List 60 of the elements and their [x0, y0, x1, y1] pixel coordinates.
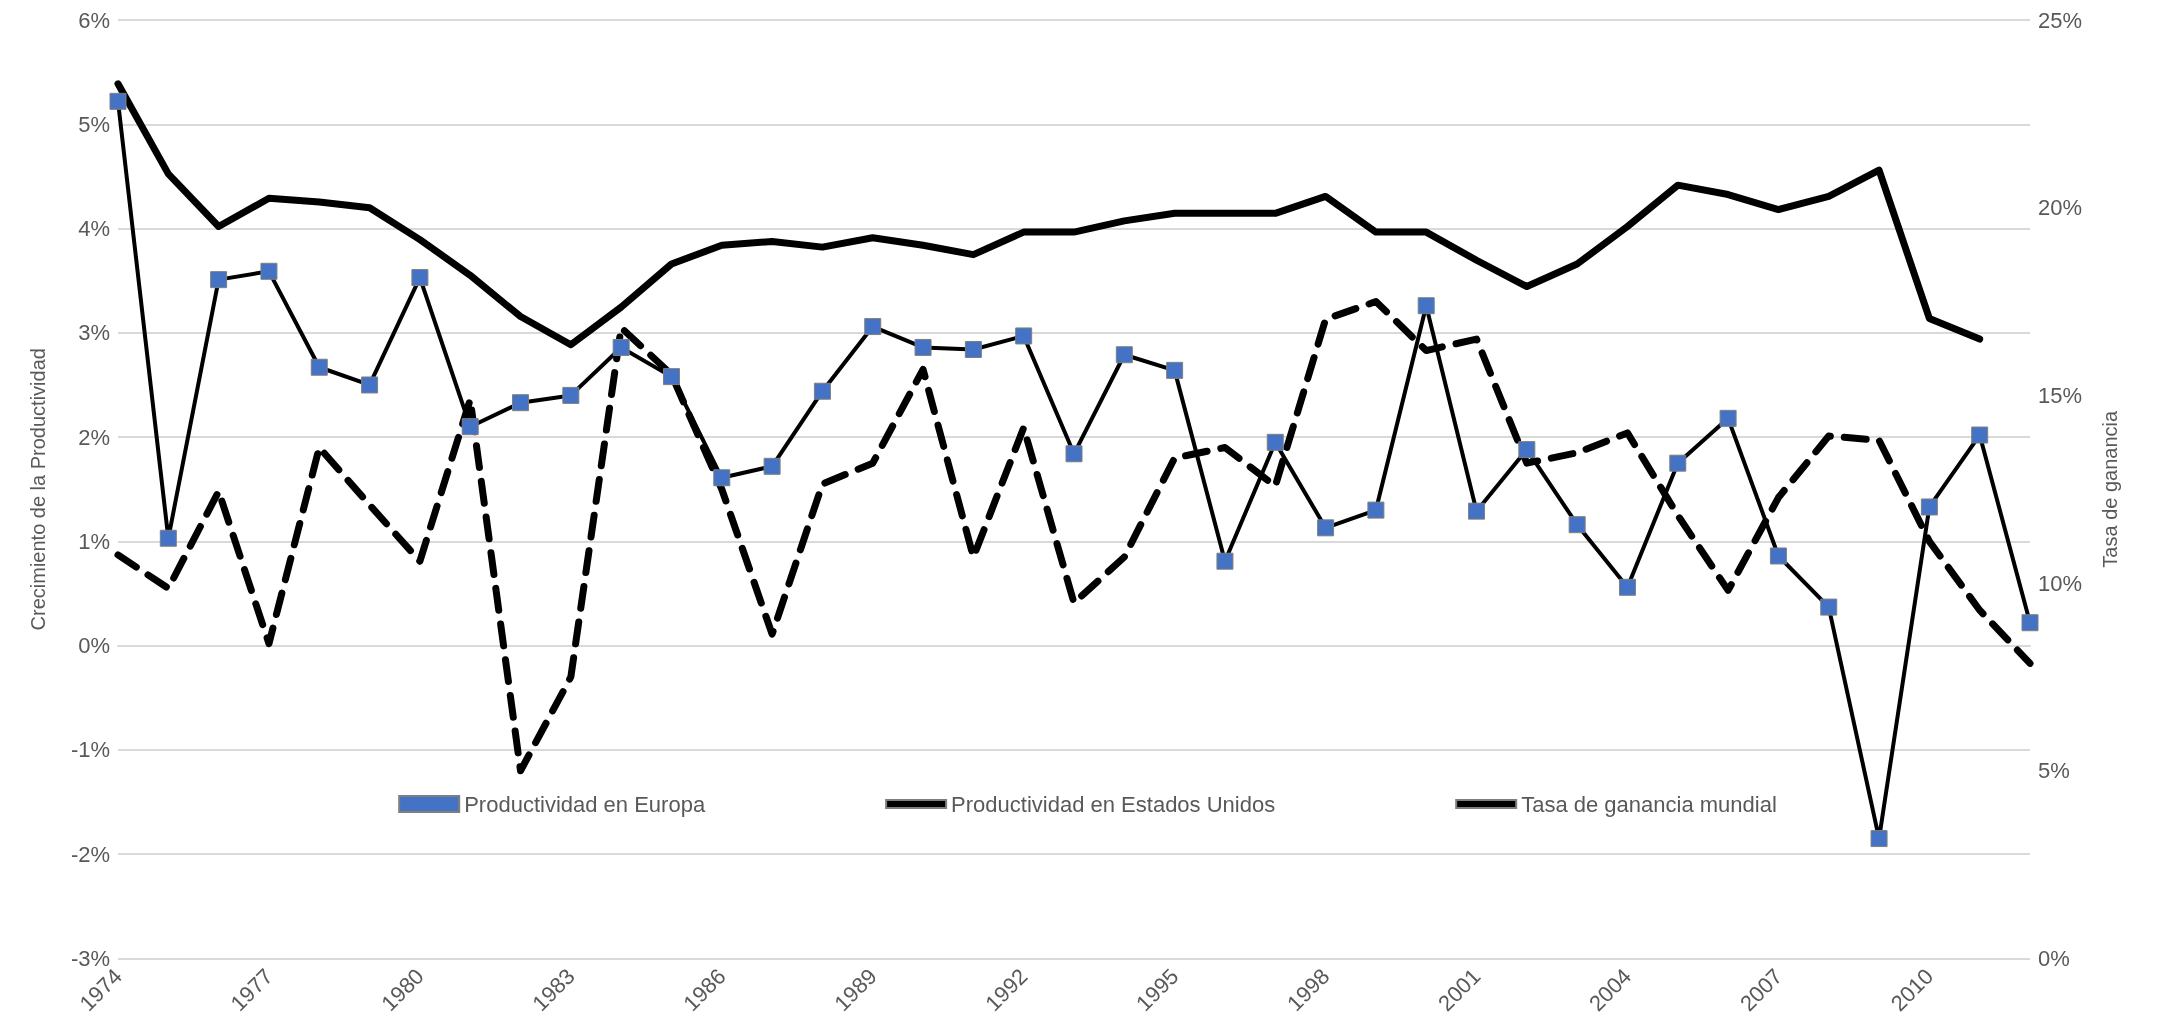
y2-tick-label: 20% — [2038, 195, 2083, 221]
point — [562, 386, 580, 404]
point — [914, 338, 932, 356]
point — [1015, 327, 1033, 345]
point — [1669, 454, 1687, 472]
point — [260, 262, 278, 280]
point — [1568, 516, 1586, 534]
y-tick-label: 1% — [78, 528, 110, 554]
legend-label: Productividad en Europa — [464, 791, 706, 817]
point — [1166, 361, 1184, 379]
y-tick-label: 0% — [78, 633, 110, 659]
point — [512, 394, 530, 412]
point — [813, 382, 831, 400]
y2-tick-label: 15% — [2038, 382, 2083, 408]
point — [1870, 830, 1888, 848]
point — [763, 457, 781, 475]
point — [310, 358, 328, 376]
point — [1266, 433, 1284, 451]
y-tick-label: 5% — [78, 111, 110, 137]
point — [1719, 409, 1737, 427]
y-tick-label: 3% — [78, 320, 110, 346]
y-tick-label: -2% — [70, 841, 110, 867]
point — [461, 418, 479, 436]
legend-label: Productividad en Estados Unidos — [951, 791, 1276, 817]
point — [411, 269, 429, 287]
y-tick-label: -3% — [70, 945, 110, 971]
y2-tick-label: 25% — [2038, 7, 2083, 33]
point — [1769, 547, 1787, 565]
y-tick-label: 4% — [78, 216, 110, 242]
y-tick-label: 2% — [78, 424, 110, 450]
point — [662, 368, 680, 386]
point — [159, 529, 177, 547]
point — [1468, 502, 1486, 520]
point — [361, 376, 379, 394]
point — [713, 469, 731, 487]
point — [612, 338, 630, 356]
point — [1216, 552, 1234, 570]
point — [1417, 297, 1435, 315]
legend-label: Tasa de ganancia mundial — [1521, 791, 1777, 817]
y-tick-label: -1% — [70, 737, 110, 763]
y2-axis-title: Tasa de ganancia — [2099, 409, 2121, 568]
point — [1971, 426, 1989, 444]
y2-tick-label: 5% — [2038, 758, 2070, 784]
point — [210, 271, 228, 289]
point — [1115, 346, 1133, 364]
y-tick-label: 6% — [78, 7, 110, 33]
point — [864, 318, 882, 336]
point — [1518, 441, 1536, 459]
point — [1367, 501, 1385, 519]
point — [109, 92, 127, 110]
y2-tick-label: 10% — [2038, 570, 2083, 596]
y-axis-title: Crecimiento de la Productividad — [27, 348, 49, 631]
point — [1618, 578, 1636, 596]
y2-tick-label: 0% — [2038, 945, 2070, 971]
point — [2021, 614, 2039, 632]
point — [1317, 519, 1335, 537]
point — [964, 341, 982, 359]
point — [1820, 598, 1838, 616]
point — [1065, 445, 1083, 463]
point — [1920, 498, 1938, 516]
